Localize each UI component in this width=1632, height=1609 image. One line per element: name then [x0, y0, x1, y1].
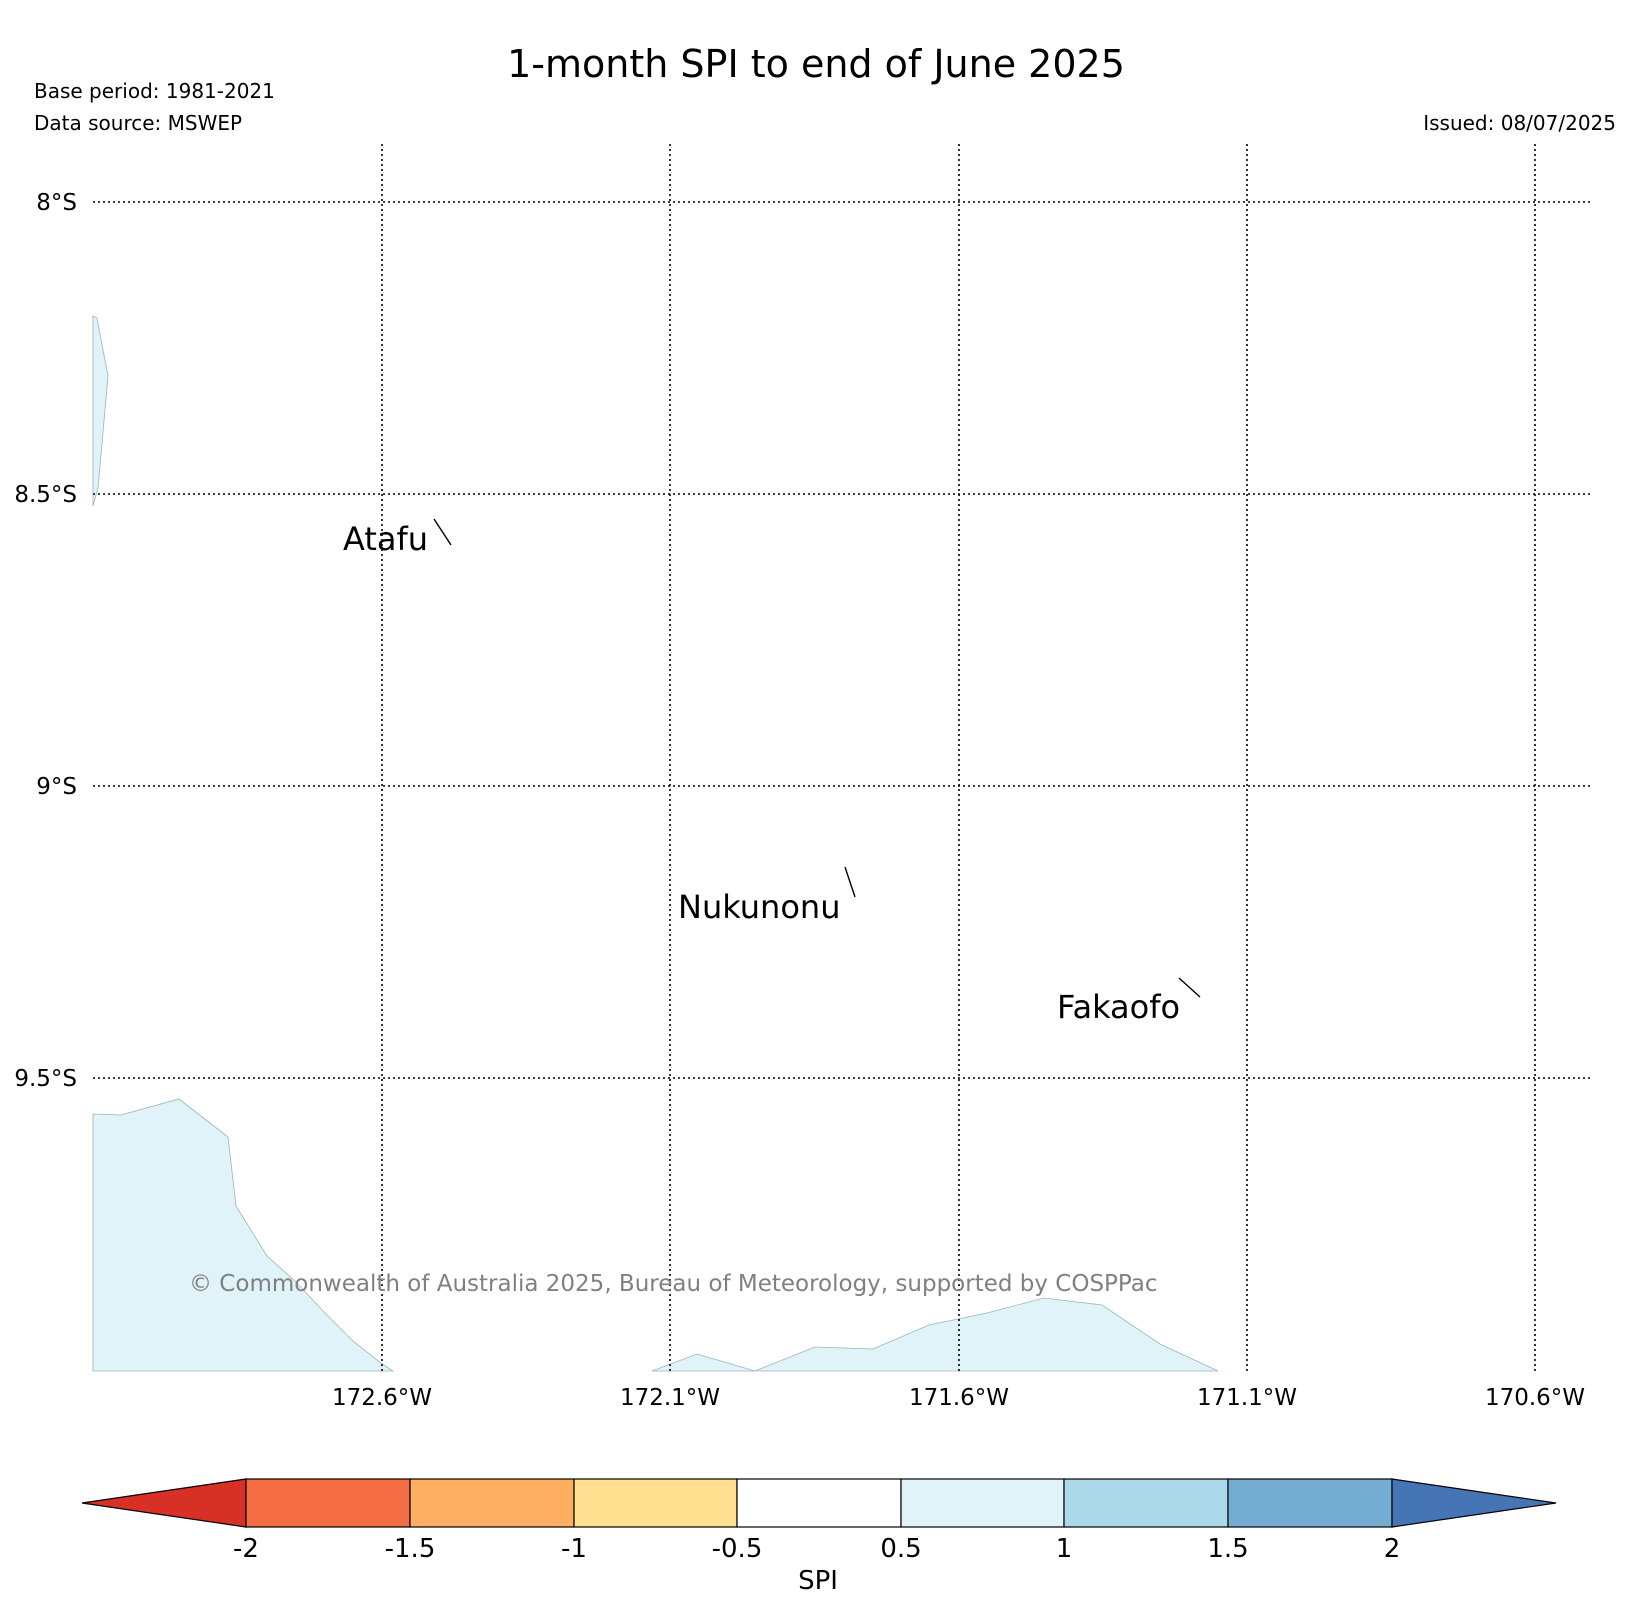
base-period-text: Base period: 1981-2021 — [34, 79, 275, 103]
graticule — [93, 144, 1593, 1371]
colorbar-tick-label: -1.5 — [385, 1534, 436, 1564]
colorbar-tick-label: -2 — [233, 1534, 259, 1564]
place-label-nukunonu: Nukunonu — [678, 888, 840, 926]
place-label-fakaofo: Fakaofo — [1057, 988, 1180, 1026]
longitude-label: 171.6°W — [909, 1385, 1009, 1411]
colorbar-segment — [1063, 1478, 1229, 1528]
colorbar-extend-low — [81, 1478, 247, 1528]
colorbar-extend-high — [1391, 1478, 1557, 1528]
colorbar-tick-label: 1.5 — [1207, 1534, 1248, 1564]
colorbar-segment — [900, 1478, 1065, 1528]
nukunonu-atoll-icon — [844, 866, 856, 898]
atafu-atoll-icon — [433, 518, 452, 546]
colorbar-segment — [409, 1478, 575, 1528]
latitude-label: 9°S — [36, 774, 77, 800]
place-label-atafu: Atafu — [343, 520, 428, 558]
shaded-area-northwest — [92, 315, 109, 507]
shaded-area-south — [651, 1297, 1219, 1372]
longitude-label: 172.1°W — [620, 1385, 720, 1411]
latitude-label: 9.5°S — [14, 1066, 77, 1092]
longitude-label: 172.6°W — [332, 1385, 432, 1411]
fakaofo-atoll-icon — [1178, 977, 1201, 998]
colorbar-segment — [1227, 1478, 1393, 1528]
latitude-label: 8.5°S — [14, 482, 77, 508]
colorbar-segment — [736, 1478, 902, 1528]
longitude-label: 171.1°W — [1197, 1385, 1297, 1411]
colorbar-tick-label: -1 — [561, 1534, 587, 1564]
latitude-label: 8°S — [36, 190, 77, 216]
colorbar-tick-label: 0.5 — [880, 1534, 921, 1564]
colorbar-segment — [573, 1478, 738, 1528]
colorbar-segment — [245, 1478, 411, 1528]
colorbar-ticks: -2 -1.5 -1 -0.5 0.5 1 1.5 2 — [233, 1534, 1400, 1564]
colorbar-tick-label: -0.5 — [712, 1534, 763, 1564]
longitude-label: 170.6°W — [1485, 1385, 1585, 1411]
colorbar-label: SPI — [798, 1566, 838, 1596]
map-title: 1-month SPI to end of June 2025 — [507, 42, 1125, 86]
colorbar — [81, 1478, 1557, 1528]
colorbar-tick-label: 1 — [1056, 1534, 1073, 1564]
data-source-text: Data source: MSWEP — [34, 111, 243, 135]
spi-shaded-areas — [92, 315, 1219, 1372]
longitude-labels: 172.6°W 172.1°W 171.6°W 171.1°W 170.6°W — [332, 1385, 1585, 1411]
copyright-notice: © Commonwealth of Australia 2025, Bureau… — [189, 1271, 1158, 1297]
atoll-outlines — [433, 518, 1201, 998]
place-labels: Atafu Nukunonu Fakaofo — [343, 520, 1180, 1026]
colorbar-tick-label: 2 — [1384, 1534, 1401, 1564]
latitude-labels: 8°S 8.5°S 9°S 9.5°S — [14, 190, 77, 1092]
shaded-area-southwest — [92, 1098, 395, 1372]
issued-date-text: Issued: 08/07/2025 — [1423, 111, 1616, 135]
